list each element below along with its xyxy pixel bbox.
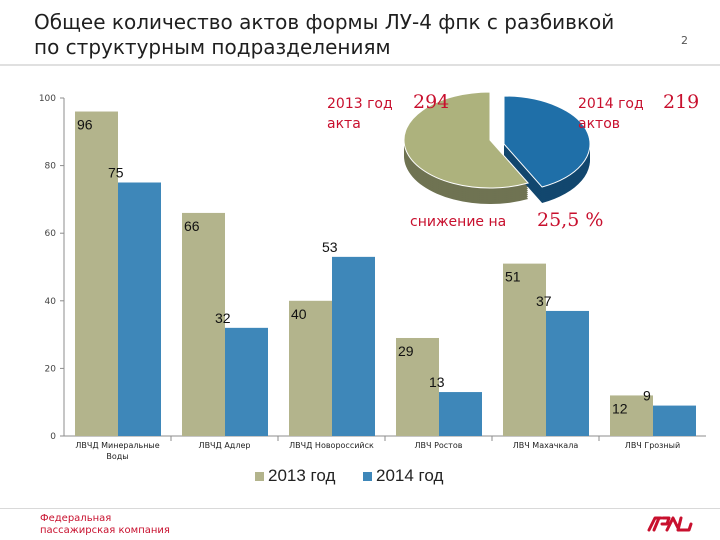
company-name-line-1: Федеральная	[40, 513, 112, 524]
company-name: Федеральная пассажирская компания	[40, 513, 170, 537]
legend-swatch	[363, 472, 372, 481]
pie-value-2013: 294	[413, 91, 449, 113]
y-tick-label: 100	[39, 94, 56, 104]
y-tick-label: 40	[45, 297, 57, 307]
x-tick-label: ЛВЧ Ростов	[415, 441, 463, 450]
data-label: 9	[643, 388, 651, 404]
pie-unit-2013: акта	[327, 116, 361, 132]
y-tick-label: 20	[45, 364, 57, 374]
pie-slice	[403, 91, 530, 189]
x-tick-label: Воды	[106, 452, 128, 461]
slide-title-line-1: Общее количество актов формы ЛУ-4 фпк с …	[34, 10, 615, 34]
bar	[396, 337, 439, 436]
x-tick-label: ЛВЧ Махачкала	[513, 441, 579, 450]
bar	[610, 395, 653, 436]
data-label: 12	[612, 400, 628, 416]
decrease-annotation-value: 25,5 %	[537, 209, 603, 231]
legend-label: 2013 год	[268, 466, 335, 485]
x-tick-label: ЛВЧД Адлер	[199, 441, 251, 450]
bar	[503, 263, 546, 436]
pie-label-2014: 2014 год	[578, 96, 644, 112]
data-label: 66	[184, 218, 200, 234]
data-label: 40	[291, 306, 307, 322]
data-label: 51	[505, 269, 521, 285]
data-label: 29	[398, 343, 414, 359]
y-tick-label: 80	[45, 162, 57, 172]
data-label: 75	[108, 165, 124, 181]
page-number: 2	[681, 34, 688, 47]
legend-label: 2014 год	[376, 466, 443, 485]
bar	[439, 392, 482, 436]
pie-label-2013: 2013 год	[327, 96, 393, 112]
y-tick-label: 60	[45, 229, 57, 239]
bar	[546, 310, 589, 436]
company-name-line-2: пассажирская компания	[40, 525, 170, 536]
bar	[75, 111, 118, 437]
data-label: 32	[215, 310, 231, 326]
rzd-logo-icon	[647, 516, 693, 532]
x-tick-label: ЛВЧД Новороссийск	[289, 441, 374, 450]
x-tick-label: ЛВЧД Минеральные	[75, 441, 159, 450]
decrease-annotation-text: снижение на	[410, 214, 506, 230]
data-label: 53	[322, 239, 338, 255]
bar	[653, 405, 696, 436]
data-label: 37	[536, 293, 552, 309]
header-divider	[0, 64, 720, 66]
pie-slice	[503, 95, 591, 188]
data-label: 96	[77, 117, 93, 133]
legend-swatch	[255, 472, 264, 481]
slide-title-line-2: по структурным подразделениям	[34, 35, 391, 59]
bar	[182, 212, 225, 436]
bar	[332, 256, 375, 436]
slide-title: Общее количество актов формы ЛУ-4 фпк с …	[34, 10, 654, 60]
x-tick-label: ЛВЧ Грозный	[625, 441, 680, 450]
y-tick-label: 0	[50, 432, 56, 442]
footer-divider	[0, 508, 720, 509]
bar	[118, 182, 161, 436]
data-label: 13	[429, 374, 445, 390]
bar-and-pie-chart: 0 20 40 60 80 100 ЛВЧД Минеральные Воды 96 75 ЛВЧД…	[39, 91, 706, 485]
bar	[225, 327, 268, 436]
bar	[289, 300, 332, 436]
pie-unit-2014: актов	[578, 116, 620, 132]
pie-value-2014: 219	[663, 91, 699, 113]
